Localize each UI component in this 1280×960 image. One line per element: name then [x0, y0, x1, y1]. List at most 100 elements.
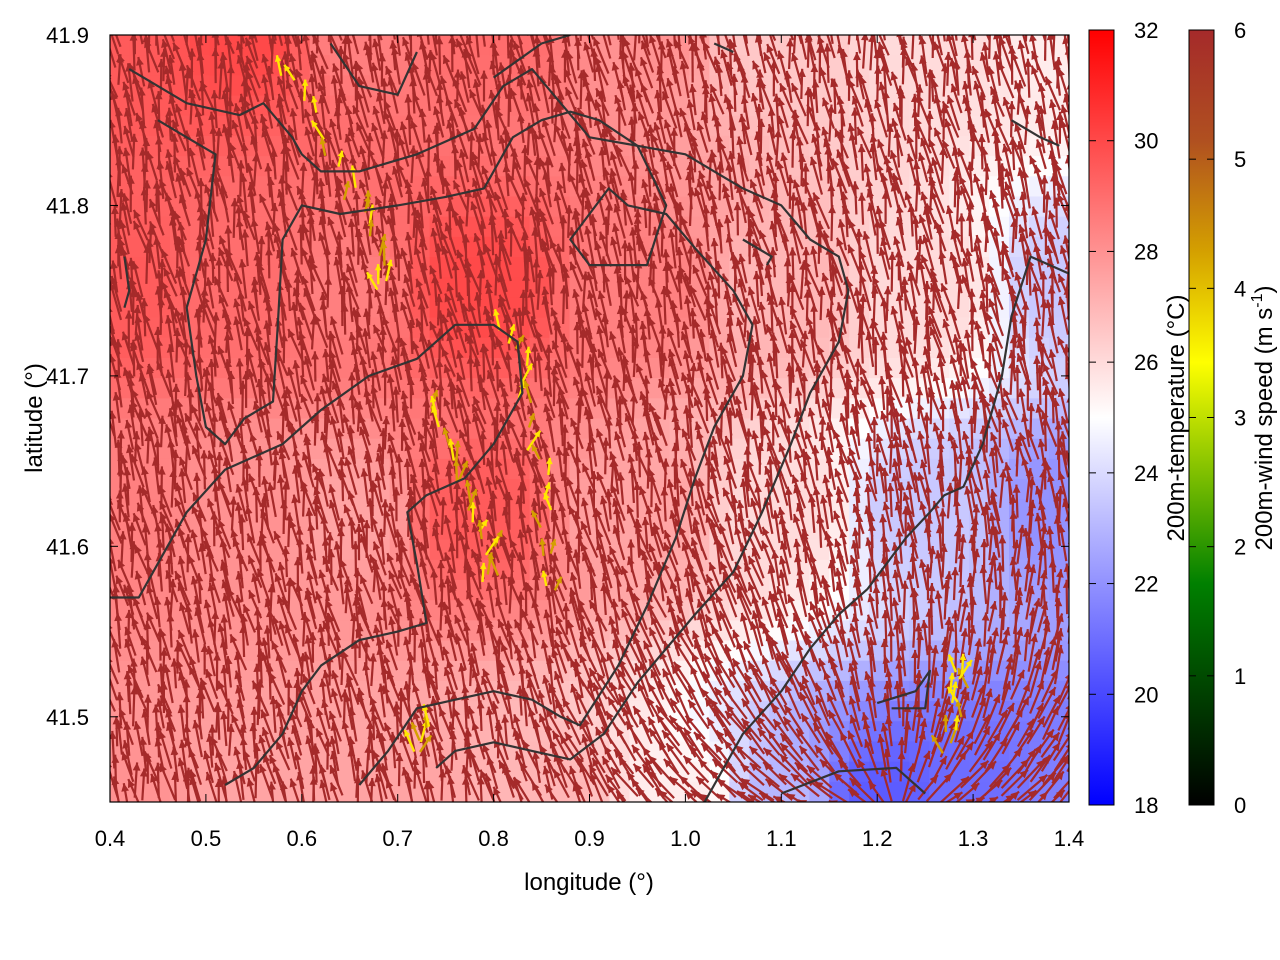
wind-vector: [468, 35, 472, 41]
wind-vector: [344, 1, 352, 32]
temperature-cell: [409, 236, 431, 258]
temperature-cell: [509, 196, 531, 218]
temperature-cell: [949, 579, 970, 601]
temperature-cell: [229, 337, 251, 359]
temperature-cell: [349, 277, 371, 298]
temperature-cell: [429, 781, 451, 802]
temperature-cell: [169, 620, 191, 642]
temperature-cell: [349, 781, 371, 802]
wind-vector: [509, 0, 520, 33]
wind-vector: [100, 375, 108, 407]
temperature-cell: [110, 539, 131, 561]
wind-vector: [851, 0, 859, 28]
wind-vector: [650, 3, 660, 32]
wind-vector: [96, 152, 105, 183]
wind-vector: [747, 3, 759, 32]
wind-vector: [96, 593, 105, 628]
wind-vector: [95, 649, 106, 683]
temperature-cell: [429, 640, 451, 662]
wind-vector: [376, 0, 384, 31]
wind-vector: [89, 417, 105, 453]
temperature-cell: [309, 196, 331, 218]
temperature-cell: [349, 559, 371, 581]
wind-vector: [280, 0, 288, 26]
temperature-cell: [229, 297, 251, 319]
wind-vector: [90, 441, 103, 475]
wind-vector: [97, 98, 107, 130]
wind-vector: [801, 0, 809, 29]
temperature-cell: [389, 499, 411, 521]
wind-vector: [209, 2, 218, 32]
wind-vector: [428, 0, 441, 25]
wind-vector: [392, 1, 400, 32]
wind-vector: [590, 35, 595, 40]
temperature-cell: [509, 559, 531, 581]
wind-vector: [270, 0, 278, 28]
wind-vector: [97, 161, 107, 193]
wind-vector: [667, 0, 677, 27]
temperature-cell: [149, 398, 171, 420]
wind-vector: [328, 0, 341, 29]
wind-vector: [93, 731, 106, 760]
wind-vector: [593, 0, 601, 28]
temperature-cell: [389, 115, 411, 137]
temperature-cell: [129, 559, 151, 581]
wind-vector: [569, 2, 580, 32]
wind-vector: [243, 0, 256, 25]
temperature-cell: [269, 418, 291, 440]
wind-vector: [101, 775, 109, 813]
wind-vector: [611, 0, 620, 30]
wind-vector: [100, 562, 108, 602]
wind-vector: [820, 0, 831, 25]
temperature-cell: [469, 781, 491, 802]
temperature-cell: [249, 317, 271, 339]
wind-vector: [94, 456, 102, 493]
temperature-cell: [110, 600, 131, 621]
wind-vector: [99, 47, 107, 82]
wind-vector: [473, 0, 484, 26]
wind-vector: [89, 293, 101, 322]
wind-vector: [599, 0, 607, 31]
wind-vector: [734, 0, 745, 27]
wind-vector: [101, 304, 109, 335]
temperature-cell: [929, 781, 950, 802]
wind-vector: [96, 381, 107, 419]
temperature-cell: [869, 761, 890, 783]
wind-vector: [137, 0, 146, 31]
temperature-cell: [469, 579, 491, 601]
wind-vector: [90, 768, 102, 801]
wind-vector: [565, 0, 573, 28]
wind-vector: [99, 640, 107, 674]
wind-vector: [94, 511, 107, 547]
wind-vector: [93, 190, 103, 223]
temperature-cell: [110, 398, 131, 420]
wind-vector: [110, 710, 111, 712]
temperature-cell: [549, 216, 571, 238]
wind-vector: [195, 0, 203, 27]
wind-vector: [539, 0, 548, 32]
wind-vector: [814, 0, 822, 31]
wind-vector: [495, 0, 508, 27]
temperature-cell: [110, 620, 131, 642]
temperature-cell: [349, 499, 371, 521]
temperature-cell: [329, 297, 351, 319]
wind-vector: [96, 231, 105, 267]
temperature-cell: [249, 236, 271, 258]
wind-vector: [89, 315, 104, 352]
wind-vector: [722, 0, 735, 25]
temperature-cell: [229, 781, 251, 802]
wind-vector: [296, 0, 304, 30]
wind-vector: [714, 0, 723, 30]
wind-vector: [94, 7, 106, 43]
wind-vector: [151, 0, 162, 30]
temperature-cell: [269, 660, 291, 682]
wind-vector: [102, 248, 110, 280]
wind-vector: [94, 357, 102, 389]
wind-vector: [102, 588, 110, 620]
wind-vector: [98, 617, 106, 648]
temperature-cell: [110, 317, 131, 339]
wind-vector: [702, 0, 710, 28]
wind-vector: [675, 0, 688, 27]
wind-vector: [94, 261, 105, 294]
wind-vector: [93, 348, 107, 378]
